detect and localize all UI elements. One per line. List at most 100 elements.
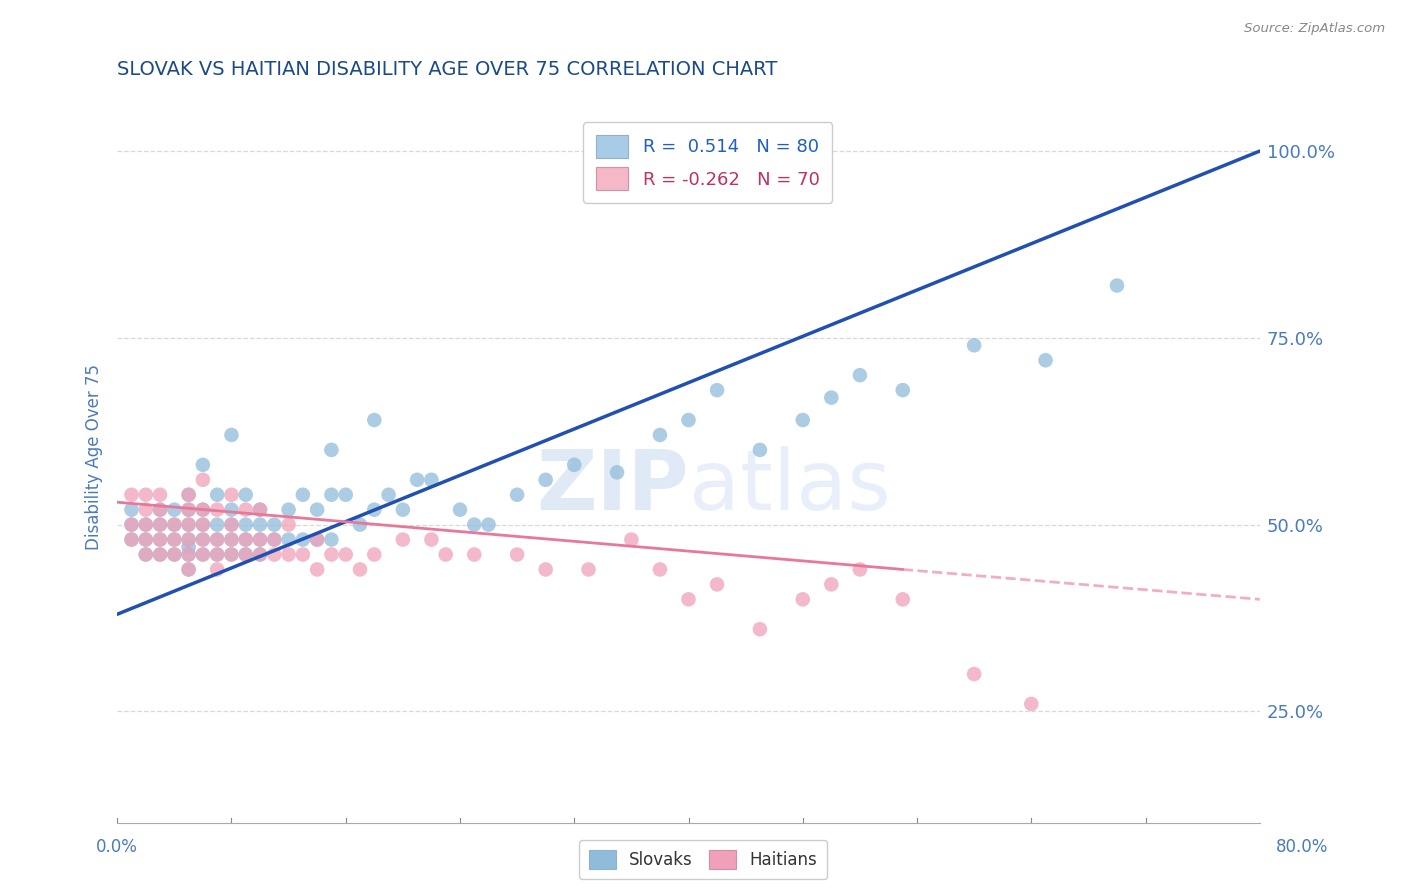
Point (392, 502, 415, 516)
Point (135, 502, 157, 516)
Point (477, 517, 499, 532)
Point (249, 517, 271, 532)
Point (820, 391, 842, 405)
Text: Source: ZipAtlas.com: Source: ZipAtlas.com (1244, 22, 1385, 36)
Point (263, 533, 285, 547)
Point (249, 502, 271, 516)
Point (291, 488, 314, 502)
Point (163, 502, 186, 516)
Point (177, 488, 200, 502)
Point (1105, 278, 1128, 293)
Point (177, 533, 200, 547)
Point (321, 442, 343, 457)
Point (235, 533, 257, 547)
Point (263, 533, 285, 547)
Point (249, 533, 271, 547)
Point (349, 517, 371, 532)
Point (221, 488, 243, 502)
Point (205, 502, 228, 516)
Point (163, 533, 186, 547)
Point (205, 533, 228, 547)
Point (235, 533, 257, 547)
Point (205, 488, 228, 502)
Point (121, 517, 143, 532)
Legend: R =  0.514   N = 80, R = -0.262   N = 70: R = 0.514 N = 80, R = -0.262 N = 70 (583, 122, 832, 203)
Point (135, 548, 157, 562)
Point (177, 517, 200, 532)
Point (191, 473, 214, 487)
Text: atlas: atlas (689, 446, 890, 527)
Point (205, 548, 228, 562)
Point (221, 548, 243, 562)
Point (506, 548, 529, 562)
Point (121, 517, 143, 532)
Point (1035, 353, 1057, 368)
Point (307, 533, 329, 547)
Point (648, 562, 671, 576)
Point (121, 533, 143, 547)
Point (205, 533, 228, 547)
Point (420, 533, 443, 547)
Text: 0.0%: 0.0% (96, 838, 138, 855)
Point (678, 413, 700, 427)
Point (221, 533, 243, 547)
Point (249, 548, 271, 562)
Y-axis label: Disability Age Over 75: Disability Age Over 75 (86, 364, 103, 550)
Point (620, 533, 643, 547)
Point (191, 517, 214, 532)
Point (349, 562, 371, 576)
Point (221, 517, 243, 532)
Point (221, 548, 243, 562)
Point (263, 517, 285, 532)
Point (163, 548, 186, 562)
Point (277, 517, 299, 532)
Point (177, 502, 200, 516)
Point (648, 428, 671, 442)
Point (163, 533, 186, 547)
Point (363, 502, 385, 516)
Point (177, 533, 200, 547)
Point (191, 548, 214, 562)
Point (177, 562, 200, 576)
Point (249, 533, 271, 547)
Point (191, 517, 214, 532)
Point (562, 458, 585, 472)
Point (149, 488, 172, 502)
Point (191, 502, 214, 516)
Point (135, 548, 157, 562)
Point (363, 548, 385, 562)
Point (135, 533, 157, 547)
Point (177, 548, 200, 562)
Point (149, 502, 172, 516)
Point (291, 548, 314, 562)
Point (135, 517, 157, 532)
Point (420, 473, 443, 487)
Point (335, 548, 357, 562)
Point (706, 383, 728, 397)
Point (534, 562, 557, 576)
Point (335, 488, 357, 502)
Point (748, 622, 770, 636)
Point (235, 548, 257, 562)
Point (177, 540, 200, 554)
Point (221, 517, 243, 532)
Point (205, 548, 228, 562)
Point (235, 502, 257, 516)
Point (121, 533, 143, 547)
Point (121, 488, 143, 502)
Point (377, 488, 399, 502)
Point (678, 592, 700, 607)
Point (891, 383, 914, 397)
Legend: Slovaks, Haitians: Slovaks, Haitians (579, 840, 827, 880)
Point (149, 502, 172, 516)
Point (606, 466, 628, 480)
Point (149, 548, 172, 562)
Point (463, 517, 485, 532)
Point (191, 548, 214, 562)
Point (235, 548, 257, 562)
Point (578, 562, 600, 576)
Point (891, 592, 914, 607)
Point (1019, 697, 1042, 711)
Point (277, 548, 299, 562)
Text: 80.0%: 80.0% (1277, 838, 1329, 855)
